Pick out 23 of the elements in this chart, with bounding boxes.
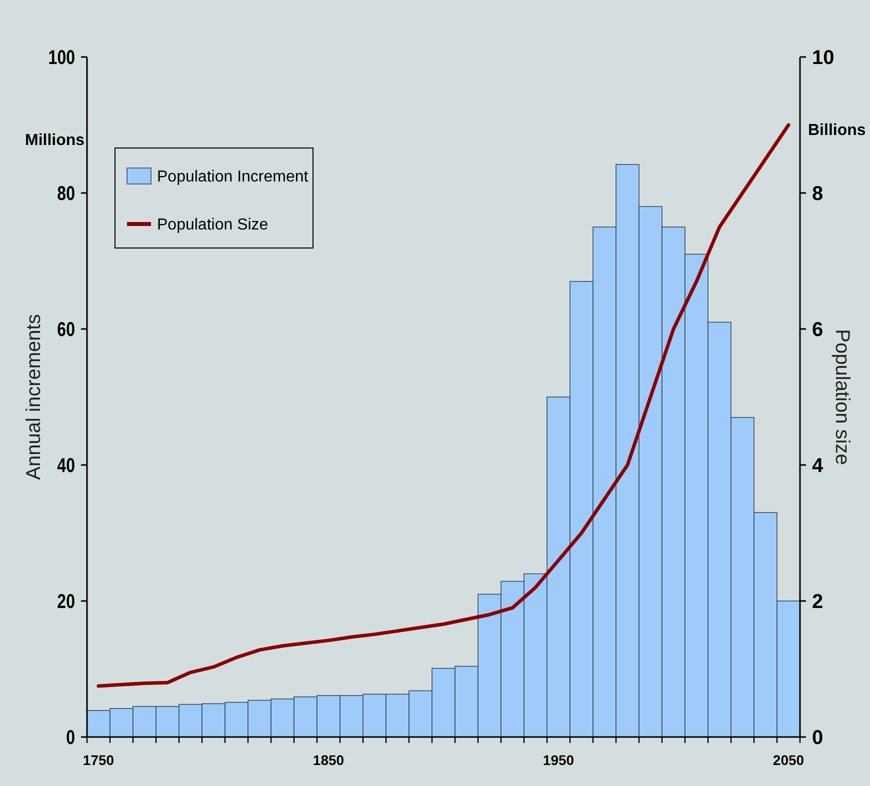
y-tick-label: 20 bbox=[57, 590, 75, 612]
legend-label: Population Size bbox=[157, 216, 268, 234]
y2-tick-label: 2 bbox=[812, 591, 824, 613]
text: Millions bbox=[25, 132, 85, 149]
y2-tick-label: 6 bbox=[812, 319, 824, 341]
y2-tick-label: 0 bbox=[812, 727, 824, 749]
x-tick-label: 1950 bbox=[542, 752, 574, 768]
y2-tick-label: 4 bbox=[812, 455, 824, 477]
y-tick-label: 40 bbox=[57, 454, 75, 476]
y2-axis-title: Population size bbox=[831, 329, 853, 465]
text: Billions bbox=[808, 122, 866, 139]
y2-tick-label: 8 bbox=[812, 183, 824, 205]
legend-label: Population Increment bbox=[157, 168, 309, 186]
x-tick-label: 2050 bbox=[772, 752, 804, 768]
x-tick-label: 1750 bbox=[82, 752, 114, 768]
y-tick-label: 0 bbox=[66, 726, 75, 748]
x-tick-label: 1850 bbox=[312, 752, 344, 768]
y2-tick-label: 10 bbox=[812, 47, 834, 69]
y-tick-label: 60 bbox=[57, 318, 75, 340]
y-axis-title: Annual increments bbox=[23, 314, 45, 480]
y-tick-label: 100 bbox=[48, 46, 75, 68]
line-series bbox=[96, 123, 790, 688]
y-tick-label: 80 bbox=[57, 182, 75, 204]
